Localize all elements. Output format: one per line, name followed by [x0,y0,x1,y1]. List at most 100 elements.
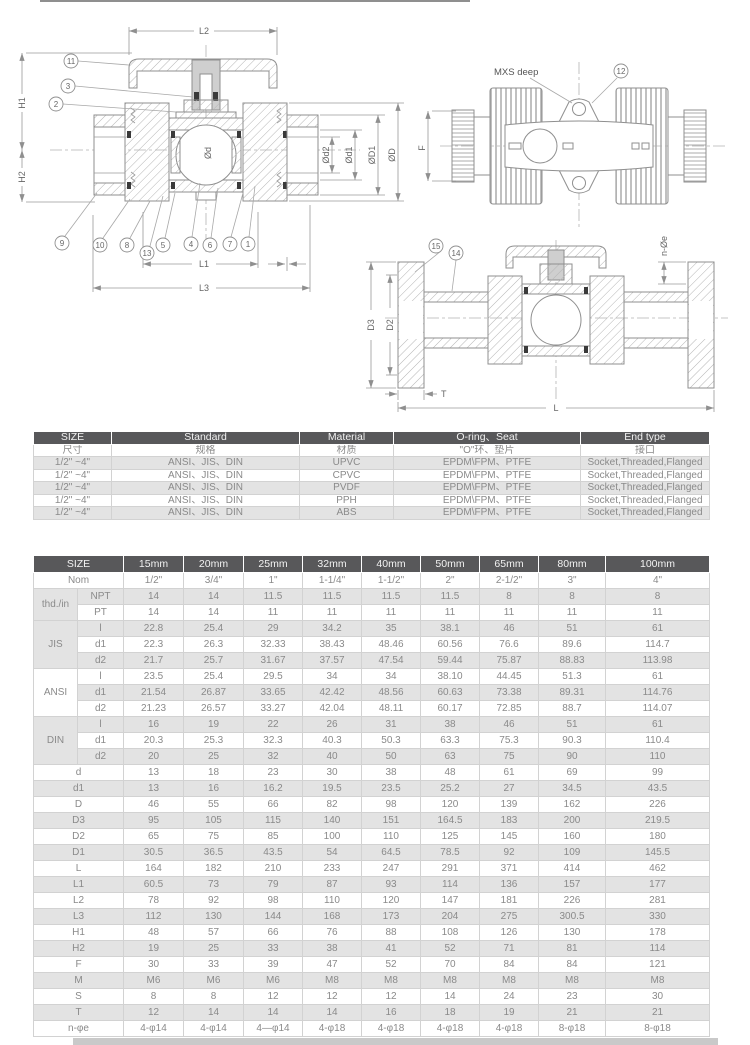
table-cell: ABS [299,506,394,520]
table-cell: ANSI、JIS、DIN [111,493,300,507]
row-label: l [77,620,124,637]
stem-collar [183,99,229,113]
table-cell: 73.38 [479,684,539,701]
table-cell: 89.31 [538,684,606,701]
table-cell: 8 [123,988,184,1005]
table-cell: 113.98 [605,652,710,669]
table-cell: ANSI、JIS、DIN [111,481,300,495]
row-label: d1 [77,636,124,653]
table-cell: 110.4 [605,732,710,749]
dim-row: D2 65 75 85 100 110 125 145 160 180 [33,828,710,845]
table-cell: 88.83 [538,652,606,669]
table-cell: 144 [243,908,303,925]
table-cell: 30 [123,956,184,973]
svg-text:3: 3 [66,82,71,91]
table-cell: 98 [243,892,303,909]
spec-table: SIZE Standard Material O-ring、Seat End type 尺… [33,431,710,520]
table-cell: 114 [420,876,480,893]
table-cell: 25.4 [183,668,244,685]
table-cell: 82 [302,796,362,813]
table-cell: 8 [605,588,710,605]
row-label: S [33,988,124,1005]
table-cell: 47.54 [361,652,421,669]
table-cell: 33.27 [243,700,303,717]
dim-H1-label: H1 [17,97,27,109]
table-cell: 76 [302,924,362,941]
table-cell: 140 [302,812,362,829]
dim-D2-label: D2 [385,319,395,331]
callout-10: 10 [92,237,108,253]
spec-row: 1/2" ~4" ANSI、JIS、DIN PVDF EPDM\FPM、PTFE Soc… [33,481,710,495]
table-cell: 75.3 [479,732,539,749]
table-cell: 462 [605,860,710,877]
pipe-wall [286,114,319,128]
dim-col-header: 15mm [123,555,184,573]
cropped-next-section [73,1038,718,1045]
table-cell: 2" [420,572,480,589]
table-cell: 4-φ14 [183,1020,244,1037]
table-cell: 43.5 [243,844,303,861]
group-label: thd./in [33,588,78,621]
flanged-view: D3 D2 T L n-Øe 15 14 [366,236,728,413]
table-cell: 35 [361,620,421,637]
table-cell: Socket,Threaded,Flanged [580,481,710,495]
dim-ne-label: n-Øe [659,236,669,256]
table-cell: 1/2" ~4" [33,506,112,520]
table-cell: 60.5 [123,876,184,893]
table-cell: 11.5 [420,588,480,605]
table-cell: 226 [538,892,606,909]
table-cell: 57 [183,924,244,941]
flange-bore [689,301,713,339]
table-cell: 84 [479,956,539,973]
table-cell: 100 [302,828,362,845]
valve-technical-drawing: L2 H1 H2 L1 L3 Ød2 [17,26,728,413]
table-cell: 4" [605,572,710,589]
group-label: JIS [33,620,78,669]
table-cell: 114 [605,940,710,957]
table-cell: 110 [302,892,362,909]
table-cell: CPVC [299,468,394,482]
table-cell: 76.6 [479,636,539,653]
table-cell: 87 [302,876,362,893]
table-cell: M6 [183,972,244,989]
table-cell: M6 [123,972,184,989]
table-cell: 61 [605,668,710,685]
row-label: d2 [77,700,124,717]
dim-row: d2 20 25 32 40 50 63 75 90 110 [34,748,710,765]
table-cell: 330 [605,908,710,925]
table-cell: 11 [605,604,710,621]
table-cell: 92 [183,892,244,909]
svg-text:10: 10 [96,241,105,250]
table-cell: EPDM\FPM、PTFE [393,506,581,520]
table-cell: 38.10 [420,668,480,685]
body-top-band [521,283,591,295]
top-view: MXS deep 12 F [417,62,725,228]
table-cell: 84 [538,956,606,973]
table-cell: 16 [183,780,244,797]
lug-hole-top [572,102,586,116]
table-cell: 33 [243,940,303,957]
dim-row: M M6 M6 M6 M8 M8 M8 M8 M8 M8 [33,972,710,989]
pipe-end-right [286,114,319,196]
table-cell: 173 [361,908,421,925]
dim-bore-label: Ød [203,147,213,159]
pipe-wall [93,114,126,128]
bonnet [539,263,573,285]
table-cell: 13 [123,764,184,781]
table-cell: 78 [123,892,184,909]
table-cell: 181 [479,892,539,909]
table-cell: 66 [243,924,303,941]
table-cell: 46 [479,716,539,733]
table-cell: 4-φ18 [302,1020,362,1037]
table-cell: 46 [479,620,539,637]
table-cell: 108 [420,924,480,941]
table-cell: 48.56 [361,684,421,701]
table-cell: 168 [302,908,362,925]
callout-7: 7 [222,236,238,252]
table-cell: 11 [479,604,539,621]
table-cell: 38.43 [302,636,362,653]
table-cell: 147 [420,892,480,909]
table-cell: 54 [302,844,362,861]
table-cell: 125 [420,828,480,845]
table-cell: 52 [420,940,480,957]
